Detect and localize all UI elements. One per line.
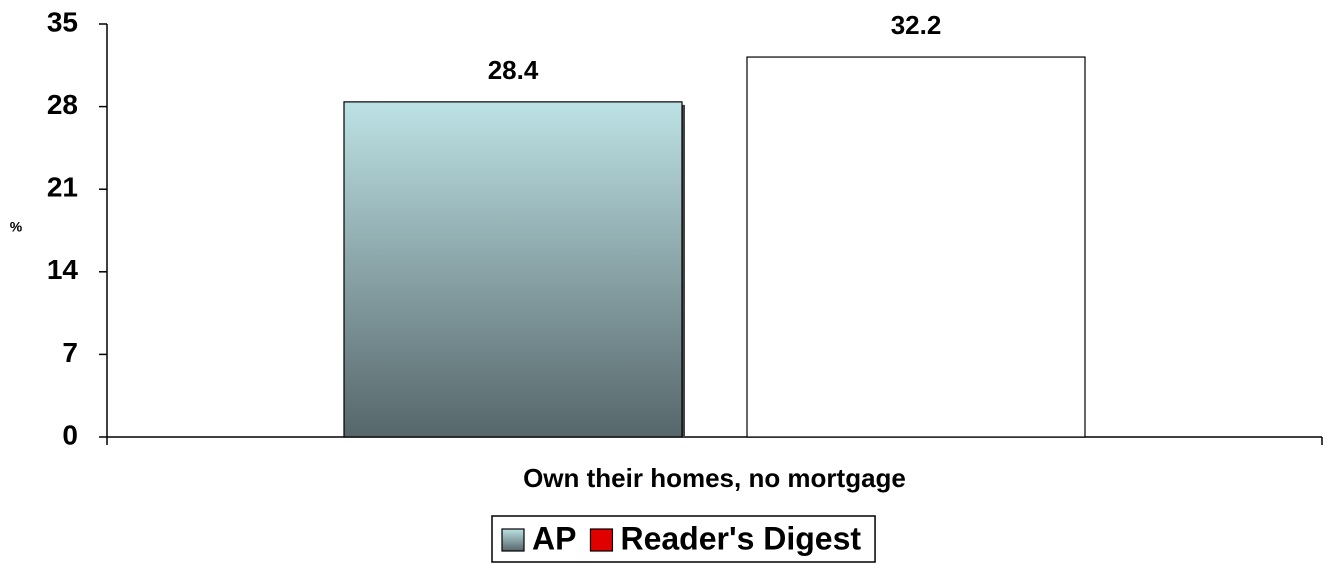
bar bbox=[746, 56, 1086, 438]
y-tick-label: 0 bbox=[62, 419, 78, 450]
y-axis-label: % bbox=[10, 219, 23, 235]
legend-swatch bbox=[589, 528, 614, 552]
legend-label: AP bbox=[532, 520, 576, 556]
legend-swatch bbox=[501, 528, 525, 552]
value-label: 28.4 bbox=[488, 55, 539, 85]
y-tick-label: 7 bbox=[62, 337, 78, 368]
y-tick-label: 28 bbox=[47, 89, 78, 120]
legend-box bbox=[491, 515, 876, 563]
y-tick-label: 14 bbox=[47, 254, 79, 285]
value-label: 32.2 bbox=[891, 10, 942, 40]
x-tick-label: Own their homes, no mortgage bbox=[523, 463, 906, 493]
legend-label: Reader's Digest bbox=[620, 520, 861, 556]
y-tick-label: 35 bbox=[47, 6, 78, 37]
bar bbox=[343, 101, 683, 438]
y-tick-label: 21 bbox=[47, 172, 78, 203]
